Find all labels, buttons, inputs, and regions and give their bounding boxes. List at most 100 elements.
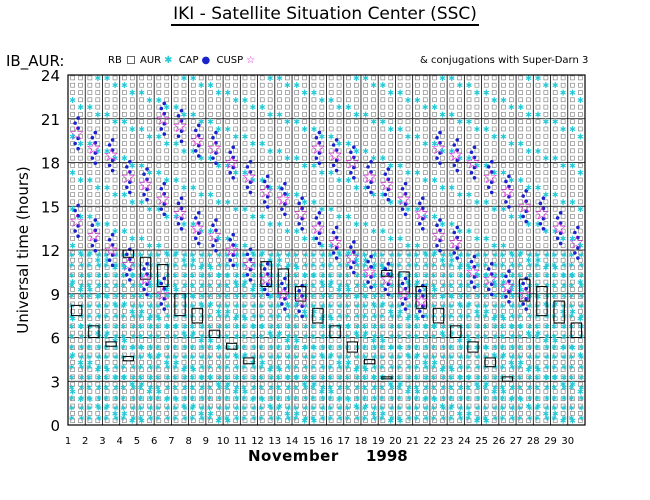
aur-star: ✱ [181,74,188,83]
rb-square [164,374,170,380]
rb-square [354,97,359,103]
rb-square [129,389,135,394]
aur-star: ✱ [320,282,326,290]
rb-square [440,192,445,197]
rb-square [233,141,238,146]
aur-star: ✱ [551,394,557,402]
rb-square [95,199,101,205]
aur-star: ✱ [148,405,154,413]
aur-star: ✱ [491,205,498,214]
aur-star: ✱ [406,394,412,402]
aur-star: ✱ [96,353,102,361]
rb-square [277,82,282,88]
aur-star: ✱ [293,394,299,402]
cap-dot [93,248,98,253]
aur-star: ✱ [448,302,454,310]
cap-dot [179,108,184,113]
aur-star: ✱ [387,89,394,98]
rb-square [509,90,514,95]
rb-square [216,112,221,117]
rb-square [267,90,273,95]
rb-square [208,352,213,358]
aur-star: ✱ [129,417,136,426]
aur-star: ✱ [172,323,178,331]
rb-square [440,170,445,176]
rb-square [501,155,506,161]
rb-square [415,236,420,241]
aur-star: ✱ [130,302,136,310]
rb-square [294,279,299,285]
aur-star: ✱ [354,313,360,321]
aur-star: ✱ [69,282,75,290]
rb-square [173,243,179,248]
cap-dot [265,292,270,297]
rb-square [319,257,325,263]
rb-square [440,104,445,110]
aur-star: ✱ [138,89,145,98]
rb-square [216,287,221,292]
aur-star: ✱ [379,343,385,351]
aur-star: ✱ [551,415,557,423]
rb-square [104,316,110,321]
rb-square [578,82,583,88]
aur-star: ✱ [327,282,333,290]
rb-square [405,75,411,81]
rb-square [173,374,179,380]
rb-square [415,396,420,402]
aur-star: ✱ [276,366,283,375]
aur-star: ✱ [466,227,473,236]
rb-square [328,345,334,351]
rb-square [87,97,93,103]
aur-star: ✱ [267,147,274,156]
aur-star: ✱ [69,132,76,141]
rb-square [354,90,359,95]
rb-square [250,345,256,351]
aur-star: ✱ [268,302,274,310]
cusp-star: ☆ [327,145,343,166]
rb-square [87,381,93,387]
rb-square [397,177,403,183]
rb-square [198,141,204,146]
rb-square [173,170,179,176]
rb-square [422,82,428,88]
aur-star: ✱ [96,282,102,290]
legend-cusp-label: CUSP [216,55,244,66]
aur-star: ✱ [318,387,325,396]
rb-square [147,199,152,205]
aur-star: ✱ [311,307,318,316]
aur-star: ✱ [310,333,316,341]
cap-dot [283,212,287,217]
aur-star: ✱ [190,256,197,265]
rb-square [122,170,127,176]
rb-square [380,345,386,351]
aur-star: ✱ [389,262,395,270]
rb-square [397,323,403,329]
rb-square [233,287,238,292]
rb-square [466,133,472,139]
rb-square [405,374,411,380]
aur-star: ✱ [146,169,153,178]
rb-square [129,250,135,256]
cusp-star: ☆ [86,138,102,159]
rb-square [388,294,394,299]
rb-square [139,243,144,248]
rb-square [190,199,196,205]
aur-star: ✱ [155,132,162,141]
rb-square [415,250,420,256]
rb-square [363,177,368,183]
rb-square [371,133,376,139]
rb-square [363,214,368,219]
rb-square [190,359,196,365]
aur-star: ✱ [241,415,247,423]
aur-star: ✱ [182,272,188,280]
cap-dot [507,205,511,209]
rb-square [354,308,359,314]
rb-square [233,82,238,88]
aur-star: ✱ [441,262,447,270]
rb-square [164,206,170,212]
cusp-star: ☆ [327,233,343,254]
aur-star: ✱ [353,293,360,302]
aur-star: ✱ [310,302,316,310]
aur-star: ✱ [328,351,335,360]
aur-star: ✱ [525,110,532,119]
